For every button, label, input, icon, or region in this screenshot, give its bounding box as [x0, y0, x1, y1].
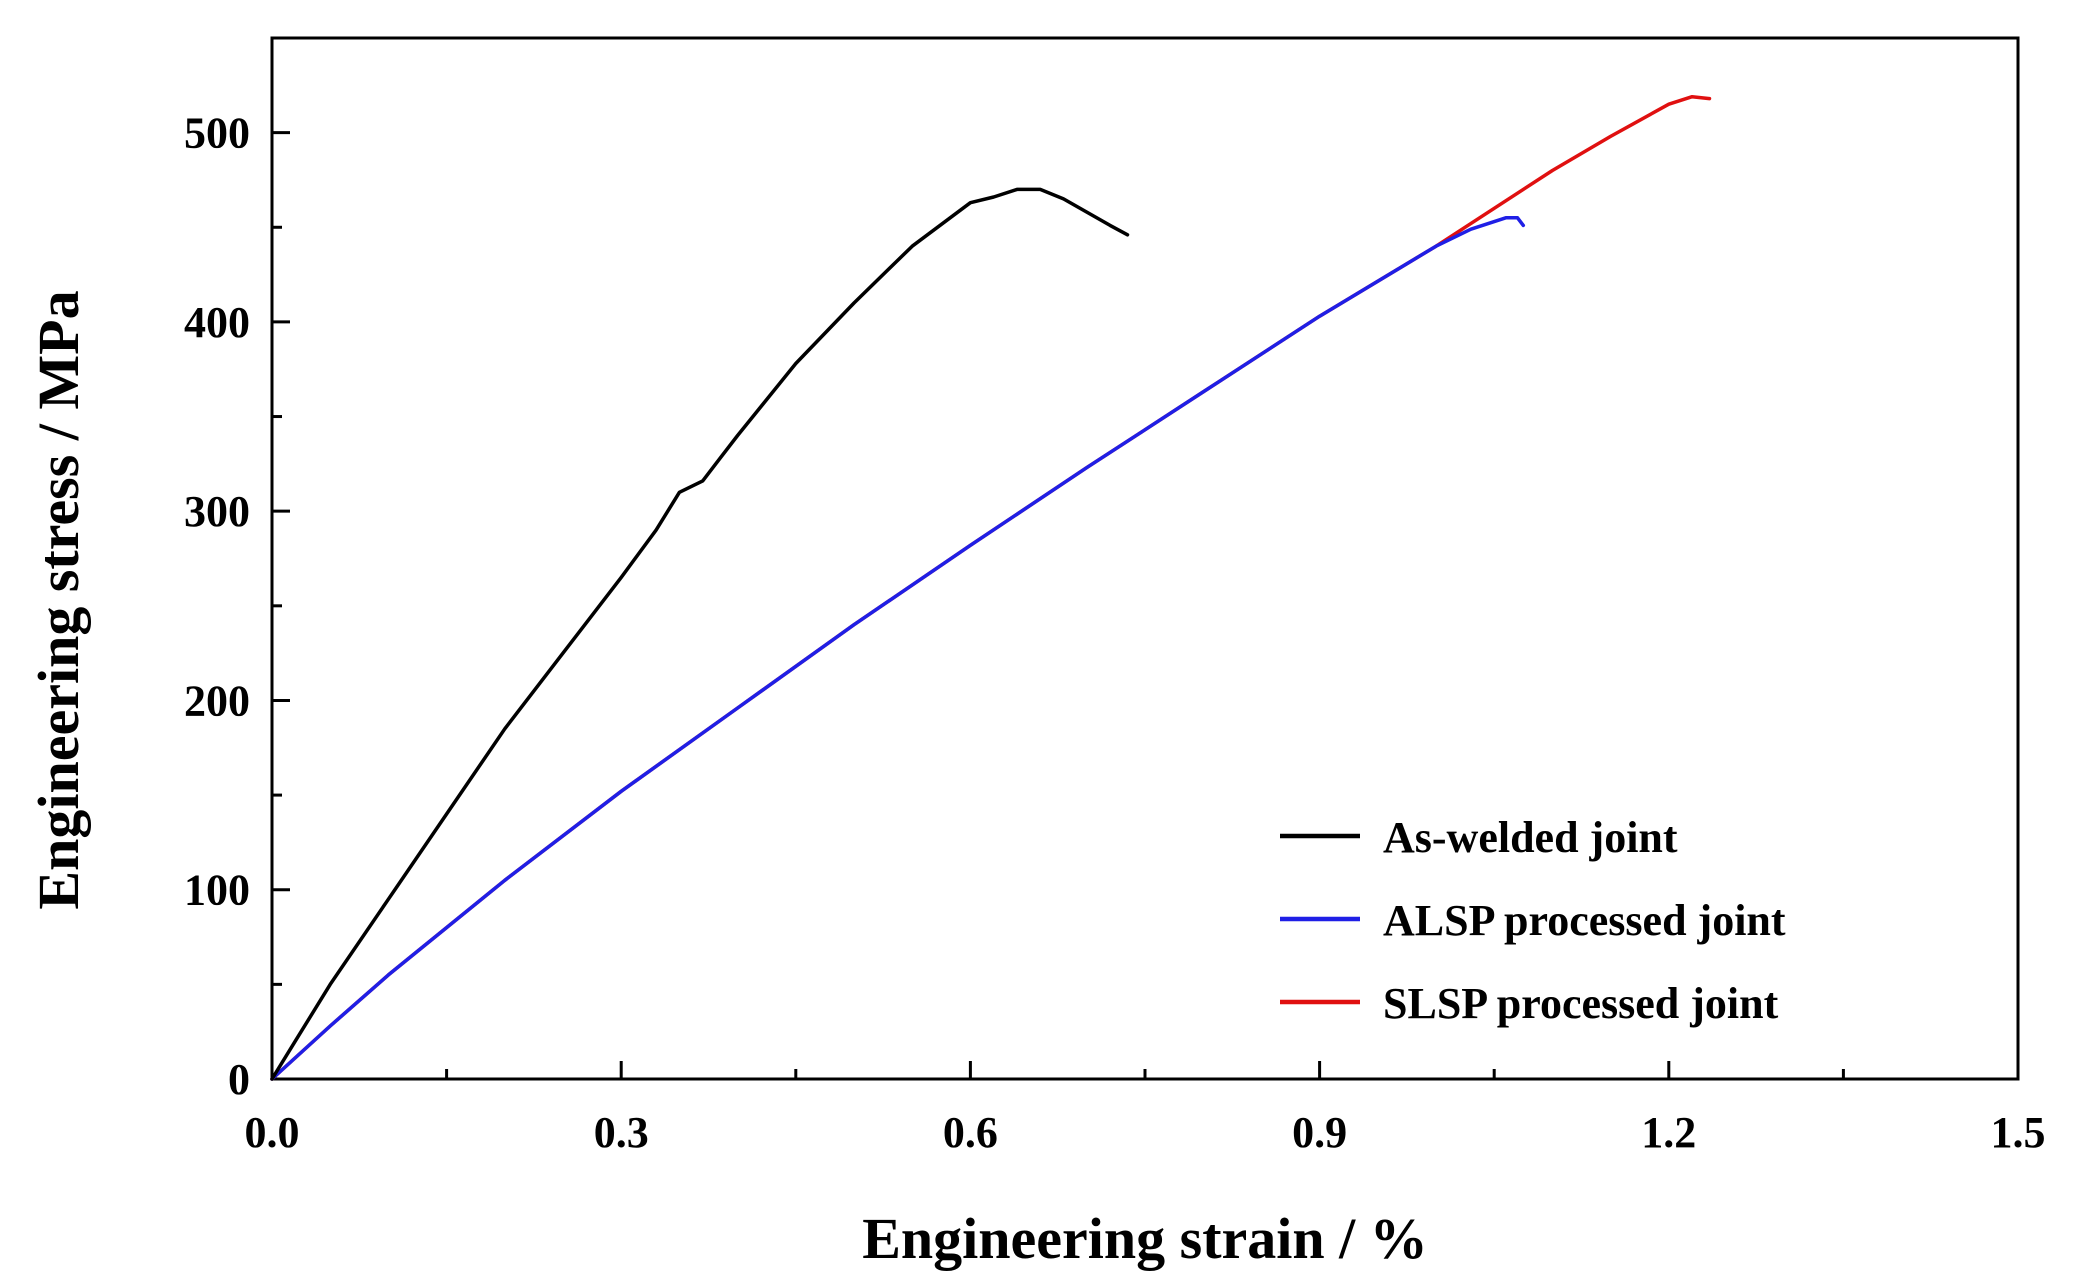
data-series — [270, 94, 1712, 1081]
legend-label-alsp: ALSP processed joint — [1383, 896, 1786, 945]
x-tick-label: 1.5 — [1991, 1108, 2046, 1157]
y-tick-label: 0 — [228, 1055, 250, 1104]
y-axis-title: Engineering stress / MPa — [26, 290, 91, 909]
x-tick-label: 0.0 — [245, 1108, 300, 1157]
y-tick-label: 400 — [184, 298, 250, 347]
y-tick-label: 500 — [184, 109, 250, 158]
x-axis-title: Engineering strain / % — [862, 1206, 1428, 1271]
legend-label-slsp: SLSP processed joint — [1383, 979, 1779, 1028]
legend-label-as-welded: As-welded joint — [1383, 813, 1678, 862]
y-tick-label: 300 — [184, 487, 250, 536]
y-tick-label: 200 — [184, 676, 250, 725]
axis-ticks — [270, 131, 2020, 1081]
x-tick-label: 1.2 — [1641, 1108, 1696, 1157]
x-tick-label: 0.9 — [1292, 1108, 1347, 1157]
series-line-alsp — [270, 216, 1526, 1081]
x-tick-label: 0.6 — [943, 1108, 998, 1157]
y-tick-label: 100 — [184, 866, 250, 915]
series-line-as-welded — [270, 187, 1130, 1081]
legend: As-welded joint ALSP processed joint SLS… — [1280, 813, 1786, 1028]
x-tick-label: 0.3 — [594, 1108, 649, 1157]
axis-tick-labels: 0.0 0.3 0.6 0.9 1.2 1.5 0 100 200 300 400 500 — [184, 109, 2046, 1157]
